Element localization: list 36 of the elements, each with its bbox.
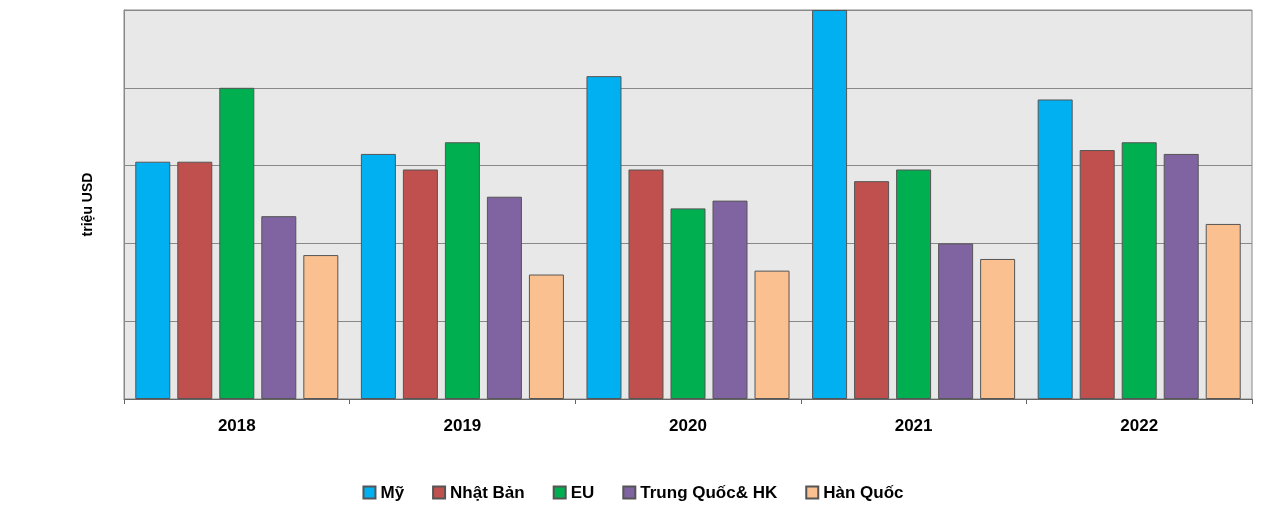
bar (486, 196, 522, 399)
bar (402, 169, 438, 399)
bar (1205, 223, 1241, 399)
bar (219, 87, 255, 399)
bar (135, 161, 171, 399)
x-tick-label: 2022 (1120, 416, 1159, 435)
bar (528, 274, 564, 399)
bar (854, 181, 890, 399)
bar (712, 200, 748, 399)
bar (1121, 142, 1157, 399)
bar (586, 76, 622, 399)
x-tick-label: 2018 (217, 416, 256, 435)
x-tick-label: 2019 (443, 416, 482, 435)
bar (444, 142, 480, 399)
bar (896, 169, 932, 399)
bar (177, 161, 213, 399)
bar (1037, 99, 1073, 399)
bar (303, 255, 339, 399)
bar (261, 216, 297, 399)
legend-label: Trung Quốc& HK (640, 483, 778, 502)
bar (670, 208, 706, 399)
y-axis-title: triệu USD (79, 172, 95, 237)
bar (628, 169, 664, 399)
bar (754, 270, 790, 399)
bar (1079, 150, 1115, 399)
bar (360, 153, 396, 399)
legend-label: Hàn Quốc (823, 483, 904, 502)
bar (980, 258, 1016, 399)
bar (1163, 153, 1199, 399)
bar (938, 243, 974, 399)
x-tick-label: 2021 (894, 416, 933, 435)
legend-label: Nhật Bản (450, 483, 525, 502)
bar (812, 10, 848, 399)
legend-label: Mỹ (380, 483, 405, 502)
x-tick-label: 2020 (669, 416, 707, 435)
legend-label: EU (570, 483, 595, 502)
